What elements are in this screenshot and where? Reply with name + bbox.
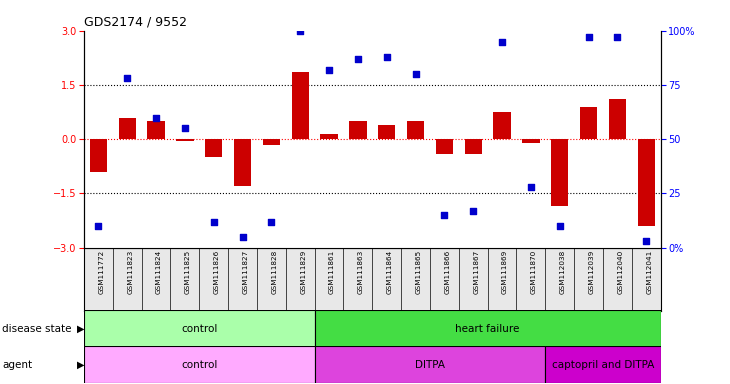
Bar xyxy=(320,134,338,139)
Text: GSM111829: GSM111829 xyxy=(300,250,306,294)
Bar xyxy=(90,139,107,172)
Point xyxy=(496,38,508,45)
Bar xyxy=(176,139,193,141)
Bar xyxy=(637,139,655,226)
Point xyxy=(121,75,133,81)
Text: GSM111864: GSM111864 xyxy=(387,250,393,294)
Bar xyxy=(205,139,223,157)
Bar xyxy=(349,121,366,139)
Text: GSM111825: GSM111825 xyxy=(185,250,191,294)
Text: GSM111772: GSM111772 xyxy=(99,250,104,294)
Point xyxy=(179,125,191,131)
Text: ▶: ▶ xyxy=(77,359,84,370)
Bar xyxy=(147,121,165,139)
Text: GSM111870: GSM111870 xyxy=(531,250,537,294)
Point xyxy=(237,234,248,240)
Bar xyxy=(464,139,482,154)
Point xyxy=(439,212,450,218)
Point xyxy=(554,223,566,229)
Point xyxy=(266,218,277,225)
Text: GSM111866: GSM111866 xyxy=(445,250,450,294)
Bar xyxy=(315,310,661,347)
Point xyxy=(208,218,220,225)
Text: GSM111861: GSM111861 xyxy=(329,250,335,294)
Text: GSM112041: GSM112041 xyxy=(646,250,652,294)
Text: GSM111826: GSM111826 xyxy=(214,250,220,294)
Text: GSM111869: GSM111869 xyxy=(502,250,508,294)
Bar xyxy=(407,121,424,139)
Bar xyxy=(315,346,545,383)
Bar xyxy=(545,346,661,383)
Bar xyxy=(551,139,569,206)
Point xyxy=(467,208,479,214)
Point xyxy=(352,56,364,62)
Text: GSM111824: GSM111824 xyxy=(156,250,162,294)
Point xyxy=(150,114,162,121)
Text: GSM111867: GSM111867 xyxy=(473,250,479,294)
Bar xyxy=(84,346,315,383)
Bar xyxy=(436,139,453,154)
Point xyxy=(410,71,421,77)
Text: GSM112038: GSM112038 xyxy=(560,250,566,294)
Text: GSM111865: GSM111865 xyxy=(415,250,421,294)
Text: disease state: disease state xyxy=(2,323,72,334)
Bar xyxy=(493,112,511,139)
Bar xyxy=(522,139,539,143)
Point xyxy=(93,223,104,229)
Bar xyxy=(234,139,251,186)
Point xyxy=(525,184,537,190)
Point xyxy=(323,67,335,73)
Text: DITPA: DITPA xyxy=(415,359,445,370)
Bar xyxy=(378,125,396,139)
Text: control: control xyxy=(181,323,218,334)
Bar xyxy=(263,139,280,145)
Bar xyxy=(609,99,626,139)
Point xyxy=(640,238,652,244)
Text: ▶: ▶ xyxy=(77,323,84,334)
Text: GSM112040: GSM112040 xyxy=(618,250,623,294)
Text: captopril and DITPA: captopril and DITPA xyxy=(552,359,654,370)
Bar xyxy=(580,107,597,139)
Point xyxy=(583,34,594,40)
Point xyxy=(381,54,393,60)
Text: GSM111863: GSM111863 xyxy=(358,250,364,294)
Bar xyxy=(84,310,315,347)
Text: GSM111828: GSM111828 xyxy=(272,250,277,294)
Bar xyxy=(118,118,136,139)
Text: GSM111827: GSM111827 xyxy=(242,250,248,294)
Text: GDS2174 / 9552: GDS2174 / 9552 xyxy=(84,15,187,28)
Text: agent: agent xyxy=(2,359,32,370)
Text: GSM112039: GSM112039 xyxy=(588,250,594,294)
Bar xyxy=(291,72,309,139)
Text: GSM111823: GSM111823 xyxy=(127,250,133,294)
Point xyxy=(294,28,306,34)
Text: control: control xyxy=(181,359,218,370)
Text: heart failure: heart failure xyxy=(456,323,520,334)
Point xyxy=(612,34,623,40)
